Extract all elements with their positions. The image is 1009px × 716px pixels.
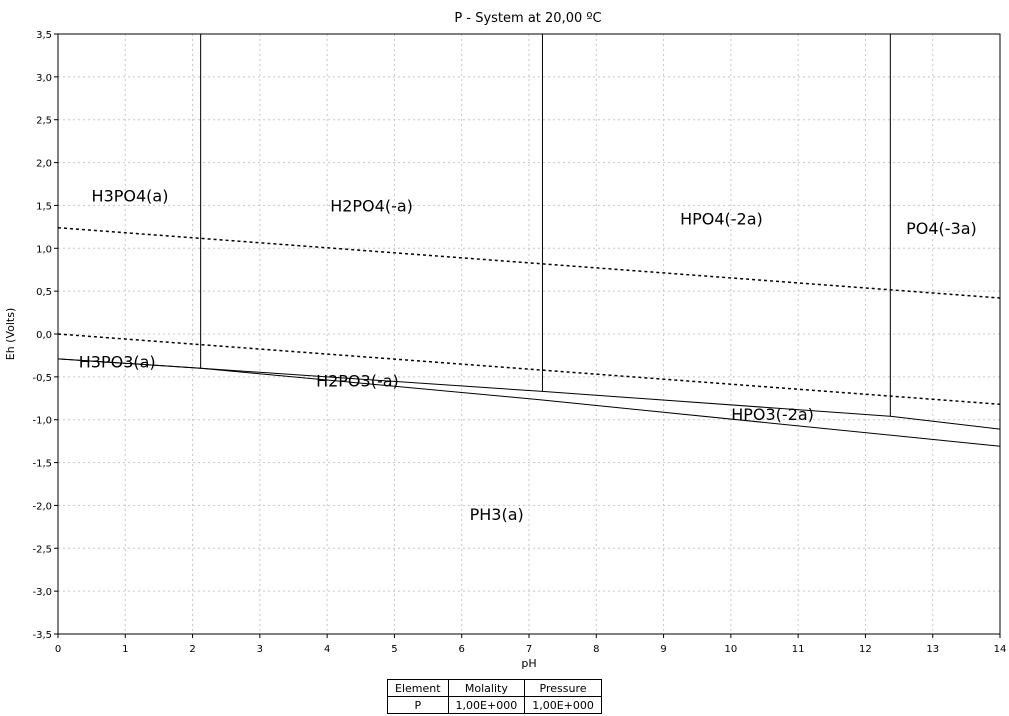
table-cell: P [387, 696, 449, 714]
x-tick-label: 1 [122, 644, 128, 655]
table-row: P 1,00E+000 1,00E+000 [387, 696, 602, 714]
x-tick-label: 9 [660, 644, 666, 655]
axis-ticks: 0 1 2 3 4 5 6 7 8 9 10 11 12 13 143,53,02,52,01,51,00,… [32, 30, 1006, 655]
y-tick-label: -0,5 [32, 373, 52, 384]
column-header: Molality [447, 679, 526, 697]
region-label: H2PO3(-a) [316, 372, 399, 391]
column-header: Pressure [524, 679, 602, 697]
x-tick-label: 14 [994, 644, 1007, 655]
region-label: PO4(-3a) [906, 219, 977, 238]
x-tick-label: 4 [324, 644, 330, 655]
phase-boundary [57, 358, 1001, 447]
table-header-row: Element Molality Pressure [387, 679, 602, 697]
water-stability-line [57, 333, 1001, 406]
y-tick-label: -1,0 [32, 416, 52, 427]
y-tick-label: 0,5 [36, 287, 52, 298]
y-tick-label: -1,5 [32, 459, 52, 470]
y-tick-label: 0,0 [36, 330, 52, 341]
y-axis-label: Eh (Volts) [4, 308, 17, 361]
y-tick-label: 2,0 [36, 159, 52, 170]
x-tick-label: 7 [526, 644, 532, 655]
x-tick-label: 11 [792, 644, 805, 655]
chart-title: P - System at 20,00 ºC [454, 11, 601, 26]
boundary-lines [57, 34, 1001, 447]
y-tick-label: -2,5 [32, 544, 52, 555]
x-tick-label: 2 [189, 644, 195, 655]
x-tick-label: 10 [724, 644, 737, 655]
region-label: H3PO4(a) [92, 186, 169, 205]
region-label: H3PO3(a) [79, 353, 156, 372]
y-tick-label: -2,0 [32, 501, 52, 512]
water-stability-line [57, 226, 1001, 299]
y-tick-label: -3,0 [32, 587, 52, 598]
region-labels: H3PO4(a) H2PO4(-a) HPO4(-2a) PO4(-3a) H3PO3(… [79, 186, 977, 524]
region-label: HPO3(-2a) [731, 405, 814, 424]
x-tick-label: 3 [257, 644, 263, 655]
x-tick-label: 5 [391, 644, 397, 655]
grid-layer [58, 34, 1000, 634]
x-tick-label: 6 [459, 644, 465, 655]
x-tick-label: 8 [593, 644, 599, 655]
column-header: Element [387, 679, 449, 697]
conditions-table: Element Molality Pressure P 1,00E+000 1,… [387, 679, 602, 714]
table-cell: 1,00E+000 [524, 696, 602, 714]
eh-ph-diagram: P - System at 20,00 ºC 0 1 2 3 4 5 6 7 8 9 10 11 12 1… [4, 11, 1006, 670]
y-tick-label: -3,5 [32, 630, 52, 641]
x-tick-label: 13 [926, 644, 939, 655]
y-tick-label: 1,5 [36, 201, 52, 212]
y-tick-label: 1,0 [36, 244, 52, 255]
x-tick-label: 12 [859, 644, 872, 655]
x-tick-label: 0 [55, 644, 61, 655]
x-axis-label: pH [521, 657, 536, 670]
region-label: H2PO4(-a) [330, 197, 413, 216]
table-cell: 1,00E+000 [447, 696, 526, 714]
y-tick-label: 3,5 [36, 30, 52, 41]
region-label: HPO4(-2a) [680, 210, 763, 229]
y-tick-label: 3,0 [36, 73, 52, 84]
y-tick-label: 2,5 [36, 116, 52, 127]
region-label: PH3(a) [470, 505, 524, 524]
